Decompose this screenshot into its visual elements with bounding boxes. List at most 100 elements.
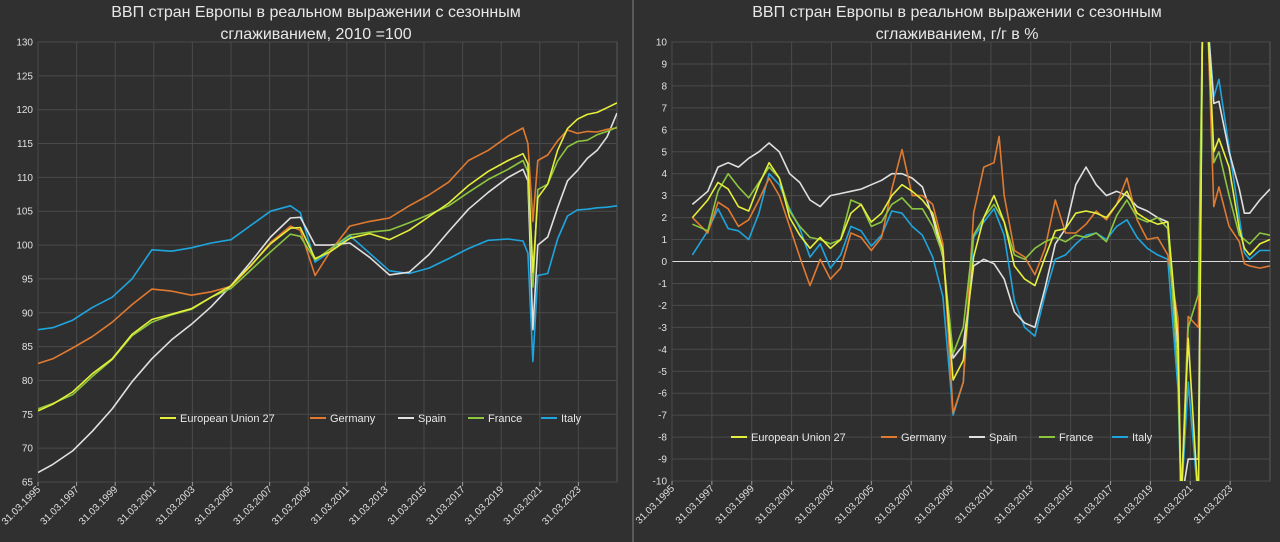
y-tick-label: 110 bbox=[17, 173, 33, 184]
x-tick-label: 31.03.2015 bbox=[386, 484, 429, 527]
x-tick-label: 31.03.2023 bbox=[1192, 483, 1235, 526]
y-tick-label: 105 bbox=[16, 207, 33, 218]
y-tick-label: -2 bbox=[658, 301, 667, 312]
legend-label-germany: Germany bbox=[901, 432, 947, 444]
y-tick-label: 130 bbox=[16, 38, 33, 49]
legend-label-european-union-27: European Union 27 bbox=[751, 432, 846, 444]
series-line-spain bbox=[38, 112, 617, 474]
y-tick-label: -1 bbox=[658, 279, 667, 290]
y-tick-label: -10 bbox=[653, 477, 668, 488]
legend-label-germany: Germany bbox=[330, 413, 376, 425]
x-tick-label: 31.03.1997 bbox=[674, 483, 717, 526]
series-line-germany bbox=[691, 42, 1270, 481]
legend-label-france: France bbox=[488, 413, 522, 425]
x-tick-label: 31.03.2019 bbox=[463, 484, 506, 527]
series-line-european-union-27 bbox=[691, 42, 1270, 481]
chart-title-left-line1: ВВП стран Европы в реальном выражении с … bbox=[111, 4, 521, 21]
y-tick-label: -3 bbox=[658, 323, 667, 334]
y-tick-label: 95 bbox=[22, 274, 34, 285]
x-tick-label: 31.03.2003 bbox=[793, 483, 836, 526]
x-tick-label: 31.03.1995 bbox=[0, 484, 43, 527]
legend-label-spain: Spain bbox=[418, 413, 446, 425]
y-tick-label: -8 bbox=[658, 433, 667, 444]
x-tick-label: 31.03.2017 bbox=[425, 484, 468, 527]
chart-title-left: ВВП стран Европы в реальном выражении с … bbox=[0, 2, 632, 46]
y-tick-label: 85 bbox=[22, 342, 34, 353]
x-tick-label: 31.03.2005 bbox=[833, 483, 876, 526]
x-tick-label: 31.03.2005 bbox=[193, 484, 236, 527]
y-tick-label: -4 bbox=[658, 345, 667, 356]
x-tick-label: 31.03.2011 bbox=[953, 483, 996, 526]
legend: European Union 27 Germany Spain France Italy bbox=[731, 432, 1153, 444]
y-tick-label: -7 bbox=[658, 411, 667, 422]
x-tick-label: 31.03.2011 bbox=[309, 484, 352, 527]
x-tick-label: 31.03.1999 bbox=[77, 484, 120, 527]
y-tick-label: 0 bbox=[661, 257, 667, 268]
x-tick-label: 31.03.2007 bbox=[873, 483, 916, 526]
chart-title-left-line2: сглаживанием, 2010 =100 bbox=[220, 26, 412, 43]
y-tick-label: -6 bbox=[658, 389, 667, 400]
x-tick-label: 31.03.2015 bbox=[1033, 483, 1076, 526]
x-tick-label: 31.03.2021 bbox=[502, 484, 545, 527]
x-tick-label: 31.03.2009 bbox=[913, 483, 956, 526]
y-tick-label: 100 bbox=[16, 241, 33, 252]
gridlines bbox=[671, 41, 1270, 482]
chart-title-right-line2: сглаживанием, г/г в % bbox=[875, 26, 1039, 43]
y-tick-label: 5 bbox=[661, 147, 667, 158]
x-tick-label: 31.03.2007 bbox=[232, 484, 275, 527]
x-tick-label: 31.03.1995 bbox=[634, 483, 677, 526]
x-tick-label: 31.03.1997 bbox=[39, 484, 82, 527]
series-line-france bbox=[38, 126, 617, 410]
x-tick-label: 31.03.2017 bbox=[1072, 483, 1115, 526]
panel-divider bbox=[632, 0, 634, 542]
legend-label-italy: Italy bbox=[1132, 432, 1153, 444]
x-tick-label: 31.03.2001 bbox=[754, 483, 797, 526]
gridlines bbox=[37, 41, 617, 483]
x-tick-label: 31.03.2013 bbox=[993, 483, 1036, 526]
legend-label-france: France bbox=[1059, 432, 1093, 444]
series-lines bbox=[691, 42, 1270, 481]
chart-title-right-line1: ВВП стран Европы в реальном выражении с … bbox=[752, 4, 1162, 21]
y-tick-label: 65 bbox=[22, 478, 34, 489]
y-tick-label: 90 bbox=[22, 308, 34, 319]
x-tick-label: 31.03.2023 bbox=[540, 484, 583, 527]
legend-label-spain: Spain bbox=[989, 432, 1017, 444]
y-tick-label: 120 bbox=[16, 105, 33, 116]
x-tick-label: 31.03.2021 bbox=[1152, 483, 1195, 526]
x-tick-label: 31.03.2001 bbox=[116, 484, 159, 527]
series-line-italy bbox=[691, 42, 1270, 481]
x-tick-label: 31.03.2013 bbox=[347, 484, 390, 527]
x-tick-label: 31.03.2003 bbox=[154, 484, 197, 527]
legend: European Union 27 Germany Spain France Italy bbox=[160, 413, 582, 425]
y-tick-label: 3 bbox=[661, 191, 667, 202]
y-tick-label: 7 bbox=[661, 103, 667, 114]
series-line-italy bbox=[38, 205, 617, 363]
chart-right-svg: -10-9-8-7-6-5-4-3-2-101234567891031.03.1… bbox=[634, 38, 1271, 527]
series-line-european-union-27 bbox=[38, 102, 617, 412]
plot-area bbox=[37, 41, 618, 483]
chart-panel-right: ВВП стран Европы в реальном выражении с … bbox=[634, 0, 1280, 542]
y-tick-label: 6 bbox=[661, 125, 667, 136]
x-tick-label: 31.03.1999 bbox=[714, 483, 757, 526]
y-tick-label: 1 bbox=[661, 235, 667, 246]
y-tick-label: 4 bbox=[661, 169, 667, 180]
y-tick-label: 125 bbox=[16, 71, 33, 82]
y-tick-label: 2 bbox=[661, 213, 667, 224]
chart-panel-left: ВВП стран Европы в реальном выражении с … bbox=[0, 0, 632, 542]
y-tick-label: 115 bbox=[17, 139, 33, 150]
series-line-germany bbox=[38, 127, 617, 365]
y-tick-label: 75 bbox=[22, 410, 34, 421]
series-lines bbox=[38, 102, 617, 474]
y-tick-label: -9 bbox=[658, 455, 667, 466]
x-tick-label: 31.03.2019 bbox=[1112, 483, 1155, 526]
y-tick-label: 80 bbox=[22, 376, 34, 387]
legend-label-european-union-27: European Union 27 bbox=[180, 413, 275, 425]
legend-label-italy: Italy bbox=[561, 413, 582, 425]
chart-title-right: ВВП стран Европы в реальном выражении с … bbox=[634, 2, 1280, 46]
y-tick-label: 9 bbox=[661, 59, 667, 70]
y-tick-label: -5 bbox=[658, 367, 667, 378]
y-tick-label: 10 bbox=[656, 38, 668, 49]
chart-left-svg: 65 70 75 80 85 90 95 100 105 110 115 120 125 130 31.03… bbox=[0, 38, 618, 528]
y-tick-label: 8 bbox=[661, 81, 667, 92]
x-tick-label: 31.03.2009 bbox=[270, 484, 313, 527]
